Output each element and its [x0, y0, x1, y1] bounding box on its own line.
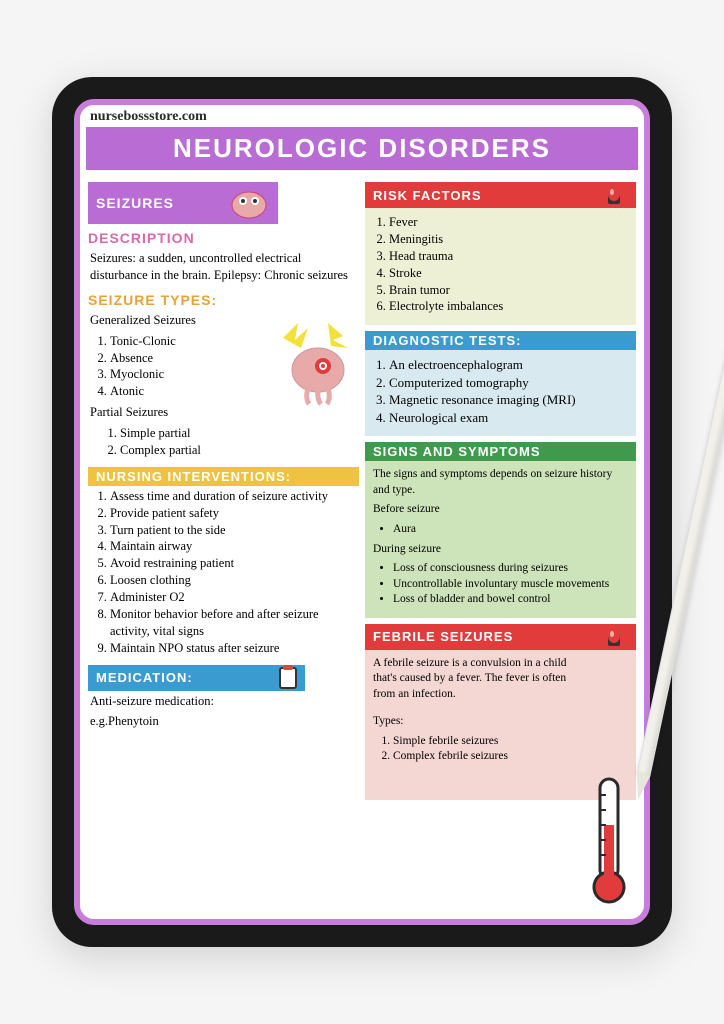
page-title: NEUROLOGIC DISORDERS	[86, 127, 638, 170]
description-text: Seizures: a sudden, uncontrolled electri…	[88, 248, 359, 286]
seizures-header: SEIZURES	[88, 182, 278, 224]
list-item: Stroke	[389, 265, 628, 282]
seizure-types-header: SEIZURE TYPES:	[88, 292, 359, 308]
febrile-types-label: Types:	[371, 712, 630, 732]
list-item: Magnetic resonance imaging (MRI)	[389, 391, 628, 409]
tablet-screen: nursebossstore.com NEUROLOGIC DISORDERS …	[74, 99, 650, 925]
febrile-types-list: Simple febrile seizures Complex febrile …	[371, 732, 630, 767]
during-label: During seizure	[371, 540, 630, 560]
list-item: Brain tumor	[389, 282, 628, 299]
list-item: Turn patient to the side	[110, 522, 357, 539]
medication-header: MEDICATION:	[88, 665, 305, 691]
febrile-text: A febrile seizure is a convulsion in a c…	[371, 654, 630, 705]
siren-icon	[600, 626, 628, 648]
before-label: Before seizure	[371, 500, 630, 520]
medication-text-1: Anti-seizure medication:	[88, 691, 359, 712]
thermometer-icon	[588, 775, 630, 905]
list-item: Maintain airway	[110, 538, 357, 555]
medication-text-2: e.g.Phenytoin	[88, 711, 359, 732]
risk-box: Fever Meningitis Head trauma Stroke Brai…	[365, 208, 636, 325]
risk-header: RISK FACTORS	[365, 182, 636, 208]
list-item: Simple febrile seizures	[393, 734, 628, 750]
nursing-list: Assess time and duration of seizure acti…	[88, 486, 359, 659]
left-column: SEIZURES DESCRIPTION Seizures: a sudden,…	[88, 176, 359, 800]
list-item: Loss of consciousness during seizures	[393, 561, 628, 577]
list-item: An electroencephalogram	[389, 356, 628, 374]
description-header: DESCRIPTION	[88, 230, 359, 246]
list-item: Simple partial	[120, 425, 357, 442]
before-list: Aura	[371, 520, 630, 540]
nursing-header: NURSING INTERVENTIONS:	[88, 467, 359, 486]
diagnostic-box: An electroencephalogram Computerized tom…	[365, 350, 636, 436]
list-item: Computerized tomography	[389, 374, 628, 392]
febrile-header: FEBRILE SEIZURES	[365, 624, 636, 650]
list-item: Maintain NPO status after seizure	[110, 640, 357, 657]
list-item: Electrolyte imbalances	[389, 298, 628, 315]
signs-intro: The signs and symptoms depends on seizur…	[371, 465, 630, 500]
list-item: Fever	[389, 214, 628, 231]
list-item: Head trauma	[389, 248, 628, 265]
list-item: Assess time and duration of seizure acti…	[110, 488, 357, 505]
list-item: Complex partial	[120, 442, 357, 459]
right-column: RISK FACTORS Fever Meningitis Head traum…	[365, 176, 636, 800]
brain-icon	[228, 185, 270, 221]
diagnostic-header: DIAGNOSTIC TESTS:	[365, 331, 636, 350]
diagnostic-header-text: DIAGNOSTIC TESTS:	[373, 333, 521, 348]
list-item: Meningitis	[389, 231, 628, 248]
list-item: Avoid restraining patient	[110, 555, 357, 572]
partial-list: Simple partial Complex partial	[88, 423, 359, 461]
risk-list: Fever Meningitis Head trauma Stroke Brai…	[371, 212, 630, 317]
medication-header-text: MEDICATION:	[96, 670, 193, 685]
tablet-frame: nursebossstore.com NEUROLOGIC DISORDERS …	[52, 77, 672, 947]
signs-box: The signs and symptoms depends on seizur…	[365, 461, 636, 617]
url-bar: nursebossstore.com	[80, 105, 644, 127]
content-columns: SEIZURES DESCRIPTION Seizures: a sudden,…	[80, 176, 644, 808]
febrile-header-text: FEBRILE SEIZURES	[373, 629, 513, 644]
list-item: Aura	[393, 522, 628, 538]
brain-lightning-icon	[273, 318, 363, 408]
list-item: Loss of bladder and bowel control	[393, 592, 628, 608]
list-item: Complex febrile seizures	[393, 749, 628, 765]
list-item: Monitor behavior before and after seizur…	[110, 606, 357, 640]
pill-bottle-icon	[279, 667, 297, 689]
list-item: Administer O2	[110, 589, 357, 606]
seizures-header-text: SEIZURES	[96, 195, 174, 211]
nursing-header-text: NURSING INTERVENTIONS:	[96, 469, 291, 484]
list-item: Neurological exam	[389, 409, 628, 427]
signs-header-text: SIGNS AND SYMPTOMS	[373, 444, 541, 459]
during-list: Loss of consciousness during seizures Un…	[371, 559, 630, 610]
siren-icon	[600, 184, 628, 206]
list-item: Loosen clothing	[110, 572, 357, 589]
list-item: Provide patient safety	[110, 505, 357, 522]
signs-header: SIGNS AND SYMPTOMS	[365, 442, 636, 461]
diagnostic-list: An electroencephalogram Computerized tom…	[371, 354, 630, 428]
risk-header-text: RISK FACTORS	[373, 188, 482, 203]
list-item: Uncontrollable involuntary muscle moveme…	[393, 577, 628, 593]
